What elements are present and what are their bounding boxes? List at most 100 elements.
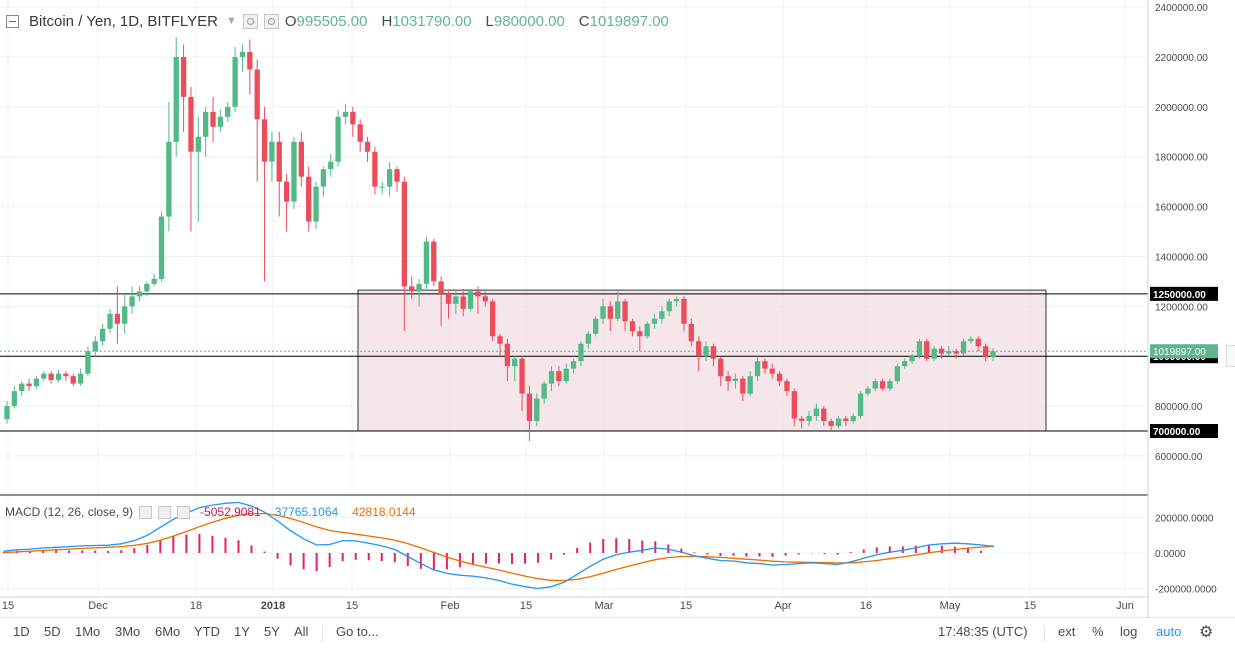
candle[interactable] [173, 57, 179, 142]
candle[interactable] [85, 351, 91, 374]
candle[interactable] [622, 301, 628, 322]
candle[interactable] [394, 169, 400, 182]
timeframe-6mo[interactable]: 6Mo [155, 624, 181, 639]
candle[interactable] [460, 296, 466, 309]
candle[interactable] [835, 418, 842, 427]
timeframe-1mo[interactable]: 1Mo [75, 624, 101, 639]
candle[interactable] [924, 341, 930, 359]
candle[interactable] [585, 333, 591, 344]
candle[interactable] [77, 373, 84, 384]
candle[interactable] [916, 341, 923, 357]
candle[interactable] [629, 321, 636, 332]
candle[interactable] [70, 376, 76, 384]
candle[interactable] [732, 378, 739, 382]
candle[interactable] [960, 341, 967, 354]
candle[interactable] [136, 291, 143, 297]
symbol-title[interactable]: Bitcoin / Yen, 1D, BITFLYER [29, 12, 218, 30]
candle[interactable] [438, 281, 444, 294]
timeframe-1y[interactable]: 1Y [234, 624, 250, 639]
candle[interactable] [975, 338, 981, 347]
candle[interactable] [497, 336, 503, 344]
candle[interactable] [828, 421, 834, 427]
macd-title[interactable]: MACD (12, 26, close, 9) [5, 505, 134, 519]
ext-toggle[interactable]: ext [1058, 624, 1076, 639]
candle[interactable] [696, 341, 702, 357]
candle[interactable] [489, 301, 496, 337]
candle[interactable] [217, 116, 224, 127]
candle[interactable] [269, 141, 275, 162]
candle[interactable] [865, 388, 871, 394]
candle[interactable] [328, 161, 334, 170]
candle[interactable] [372, 151, 378, 187]
candle[interactable] [931, 348, 937, 359]
candle[interactable] [283, 181, 290, 202]
candle[interactable] [651, 318, 658, 324]
candle[interactable] [799, 418, 805, 422]
range-rectangle[interactable] [357, 289, 1047, 432]
candle[interactable] [681, 298, 687, 324]
candle[interactable] [247, 52, 253, 70]
timeframe-5d[interactable]: 5D [44, 624, 61, 639]
candle[interactable] [107, 313, 113, 329]
candle[interactable] [968, 338, 974, 342]
candle[interactable] [313, 186, 319, 222]
candle[interactable] [298, 141, 304, 177]
candle[interactable] [740, 378, 746, 394]
candle[interactable] [225, 106, 231, 117]
candle[interactable] [894, 366, 900, 382]
candle[interactable] [563, 368, 569, 382]
candle[interactable] [982, 346, 989, 358]
macd-line[interactable] [3, 501, 995, 590]
candle[interactable] [55, 373, 62, 380]
candle[interactable] [19, 383, 25, 392]
macd-signal-line[interactable] [3, 512, 995, 582]
candle[interactable] [41, 373, 47, 379]
macd-hide-icon[interactable] [158, 505, 172, 519]
percent-toggle[interactable]: % [1092, 624, 1104, 639]
candle[interactable] [813, 408, 820, 417]
candle[interactable] [239, 52, 246, 57]
candle[interactable] [401, 181, 407, 287]
candle[interactable] [710, 346, 717, 359]
candle[interactable] [335, 116, 341, 162]
candle[interactable] [887, 381, 893, 389]
candle[interactable] [600, 306, 606, 319]
candle[interactable] [857, 393, 864, 417]
candle[interactable] [129, 296, 135, 307]
candle[interactable] [512, 358, 518, 367]
timeframe-3mo[interactable]: 3Mo [115, 624, 141, 639]
candle[interactable] [504, 343, 511, 367]
candle[interactable] [453, 296, 459, 304]
candle[interactable] [254, 69, 260, 120]
candle[interactable] [48, 373, 54, 380]
timeframe-ytd[interactable]: YTD [194, 624, 220, 639]
clock[interactable]: 17:48:35 (UTC) [938, 624, 1028, 639]
candle[interactable] [379, 186, 385, 188]
candle[interactable] [938, 348, 945, 354]
candle[interactable] [92, 341, 98, 352]
candle[interactable] [637, 331, 643, 337]
candle[interactable] [342, 111, 349, 117]
candle[interactable] [100, 328, 106, 342]
candle[interactable] [990, 351, 996, 358]
candle[interactable] [806, 416, 812, 422]
gear-icon[interactable]: ⚙ [1199, 624, 1214, 641]
timeframe-1d[interactable]: 1D [13, 624, 30, 639]
candle[interactable] [556, 371, 562, 382]
macd-settings-icon[interactable] [139, 505, 153, 519]
candle[interactable] [33, 378, 40, 387]
candle[interactable] [364, 141, 371, 152]
candle[interactable] [350, 111, 356, 125]
candle[interactable] [276, 141, 282, 182]
candle[interactable] [946, 351, 952, 354]
candle[interactable] [703, 346, 709, 357]
candle[interactable] [673, 298, 680, 302]
candle[interactable] [666, 301, 672, 312]
candle[interactable] [4, 406, 10, 420]
macd-remove-icon[interactable] [177, 505, 191, 519]
candle[interactable] [467, 291, 474, 309]
auto-toggle[interactable]: auto [1156, 624, 1182, 639]
candle[interactable] [291, 141, 297, 202]
candle[interactable] [431, 241, 437, 282]
